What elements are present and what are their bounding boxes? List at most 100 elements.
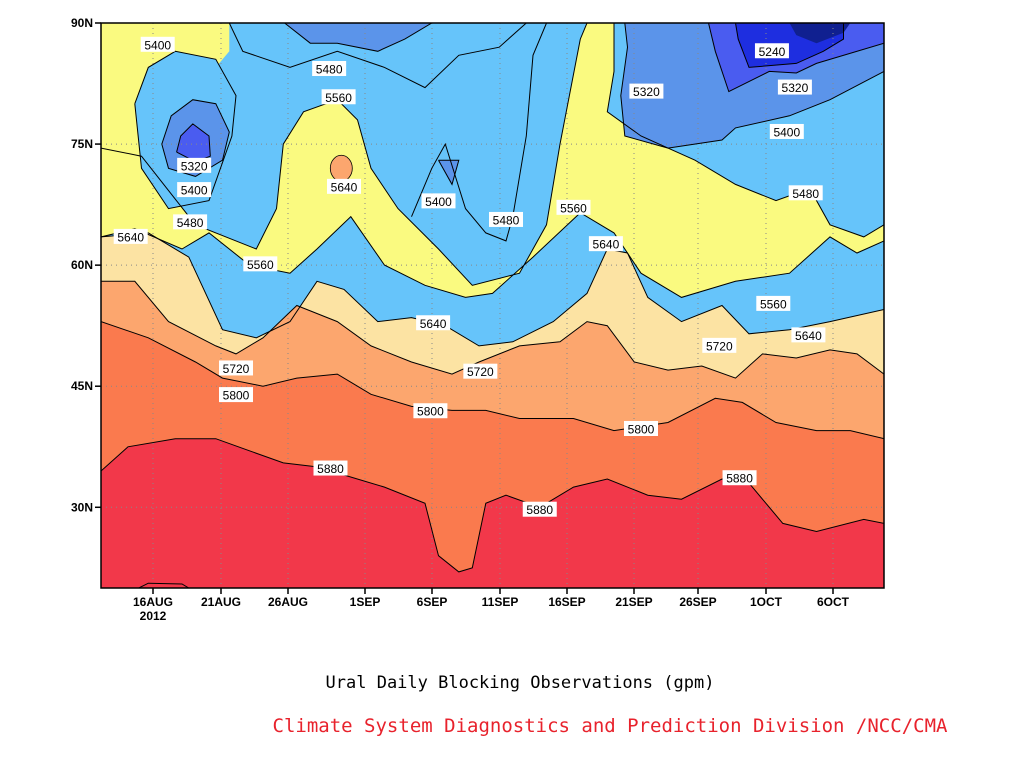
contour-label-text: 5880 bbox=[726, 472, 753, 486]
contour-line-5480 bbox=[606, 23, 884, 238]
band-above-5880 bbox=[101, 438, 884, 588]
contour-label-5560: 5560 bbox=[756, 295, 791, 311]
contour-label-5560: 5560 bbox=[321, 89, 356, 105]
contour-label-bg bbox=[722, 470, 757, 486]
contour-label-5400: 5400 bbox=[769, 123, 804, 139]
y-tick-label: 45N bbox=[71, 379, 93, 393]
x-year-label: 2012 bbox=[140, 609, 167, 623]
contour-label-5320: 5320 bbox=[777, 79, 812, 95]
y-tick-label: 90N bbox=[71, 16, 93, 30]
contour-label-bg bbox=[421, 193, 456, 209]
contour-label-text: 5320 bbox=[181, 159, 208, 173]
contour-label-5400: 5400 bbox=[140, 36, 175, 52]
band-below-5400 bbox=[284, 23, 432, 52]
contour-label-5640: 5640 bbox=[113, 228, 148, 244]
y-tick-label: 75N bbox=[71, 137, 93, 151]
contour-label-5240: 5240 bbox=[754, 43, 789, 59]
contour-label-5880: 5880 bbox=[313, 460, 348, 476]
contour-label-text: 5400 bbox=[425, 195, 452, 209]
contour-label-bg bbox=[588, 236, 623, 252]
contour-line-5240 bbox=[735, 23, 844, 68]
credit-line: Climate System Diagnostics and Predictio… bbox=[273, 715, 948, 737]
contour-line-5480 bbox=[411, 23, 547, 242]
x-tick-label: 21AUG bbox=[201, 595, 241, 609]
contour-label-bg bbox=[140, 36, 175, 52]
y-axis: 30N 45N 60N 75N 90N bbox=[71, 16, 101, 514]
contour-label-bg bbox=[177, 182, 212, 198]
contour-label-text: 5560 bbox=[560, 201, 587, 215]
contour-label-5320: 5320 bbox=[629, 83, 664, 99]
contour-label-5800: 5800 bbox=[624, 420, 658, 436]
x-tick-label: 26AUG bbox=[268, 595, 308, 609]
contour-label-text: 5800 bbox=[223, 389, 250, 403]
contour-label-text: 5800 bbox=[628, 422, 655, 436]
x-tick-label: 21SEP bbox=[615, 595, 652, 609]
contour-label-5720: 5720 bbox=[463, 363, 498, 379]
plot-frame bbox=[100, 22, 885, 589]
contour-label-text: 5880 bbox=[317, 462, 344, 476]
contour-label-bg bbox=[756, 295, 791, 311]
contour-label-5640: 5640 bbox=[327, 178, 361, 194]
contour-label-5560: 5560 bbox=[556, 199, 591, 215]
contour-line-5880 bbox=[138, 582, 190, 588]
contour-label-text: 5400 bbox=[773, 125, 800, 139]
contour-label-bg bbox=[556, 199, 591, 215]
contour-label-bg bbox=[327, 178, 361, 194]
contour-line-5320 bbox=[708, 23, 884, 93]
contour-label-bg bbox=[313, 460, 348, 476]
contour-label-5400: 5400 bbox=[177, 182, 212, 198]
x-tick-label: 1OCT bbox=[750, 595, 783, 609]
contour-line-5400 bbox=[620, 23, 884, 149]
contour-line-5640 bbox=[101, 232, 884, 347]
contour-label-text: 5560 bbox=[325, 91, 352, 105]
contour-label-bg bbox=[113, 228, 148, 244]
contour-label-5480: 5480 bbox=[312, 61, 347, 77]
contour-label-5480: 5480 bbox=[173, 214, 208, 230]
contour-label-text: 5640 bbox=[593, 238, 620, 252]
contour-label-bg bbox=[624, 420, 658, 436]
band-below-5240 bbox=[789, 23, 851, 44]
contour-label-text: 5480 bbox=[792, 187, 819, 201]
contour-label-bg bbox=[489, 211, 523, 227]
contour-label-5640: 5640 bbox=[588, 236, 623, 252]
contour-label-bg bbox=[243, 256, 278, 272]
contour-label-text: 5640 bbox=[117, 230, 144, 244]
contour-label-bg bbox=[173, 214, 208, 230]
contour-label-5720: 5720 bbox=[219, 360, 253, 376]
x-axis: 16AUG 21AUG 26AUG 1SEP 6SEP 11SEP 16SEP 21SEP 26… bbox=[133, 588, 850, 609]
contour-label-5800: 5800 bbox=[219, 387, 253, 403]
chart-caption: Ural Daily Blocking Observations (gpm) bbox=[326, 673, 715, 693]
contour-label-bg bbox=[702, 337, 737, 353]
contour-label-5720: 5720 bbox=[702, 337, 737, 353]
y-tick-label: 60N bbox=[71, 258, 93, 272]
contour-label-text: 5640 bbox=[331, 180, 358, 194]
contour-label-text: 5320 bbox=[782, 81, 809, 95]
x-tick-label: 26SEP bbox=[679, 595, 716, 609]
contour-label-bg bbox=[416, 315, 451, 331]
contour-labels: 5400 5480 5560 5320 5400 5480 5640 5400 5480 5640… bbox=[113, 36, 826, 517]
contour-label-bg bbox=[788, 185, 823, 201]
contour-label-text: 5720 bbox=[706, 339, 733, 353]
contour-line-5400 bbox=[438, 159, 460, 186]
contour-label-5640: 5640 bbox=[791, 327, 826, 343]
x-tick-label: 6SEP bbox=[417, 595, 448, 609]
contour-label-bg bbox=[177, 157, 212, 173]
contour-label-text: 5880 bbox=[526, 503, 553, 517]
contour-label-text: 5640 bbox=[795, 329, 822, 343]
contour-fill-bands bbox=[101, 23, 884, 588]
contour-label-text: 5480 bbox=[316, 63, 343, 77]
x-tick-label: 1SEP bbox=[350, 595, 381, 609]
contour-label-5800: 5800 bbox=[413, 403, 448, 419]
contour-label-bg bbox=[791, 327, 826, 343]
contour-label-text: 5640 bbox=[420, 317, 447, 331]
band-pocket-5880 bbox=[138, 583, 189, 588]
contour-label-bg bbox=[219, 387, 253, 403]
contour-label-5320: 5320 bbox=[177, 157, 212, 173]
contour-label-bg bbox=[219, 360, 253, 376]
contour-label-bg bbox=[522, 501, 557, 517]
contour-label-bg bbox=[777, 79, 812, 95]
contour-label-5880: 5880 bbox=[722, 470, 757, 486]
x-tick-label: 11SEP bbox=[482, 595, 519, 609]
contour-line-5400 bbox=[284, 23, 433, 52]
